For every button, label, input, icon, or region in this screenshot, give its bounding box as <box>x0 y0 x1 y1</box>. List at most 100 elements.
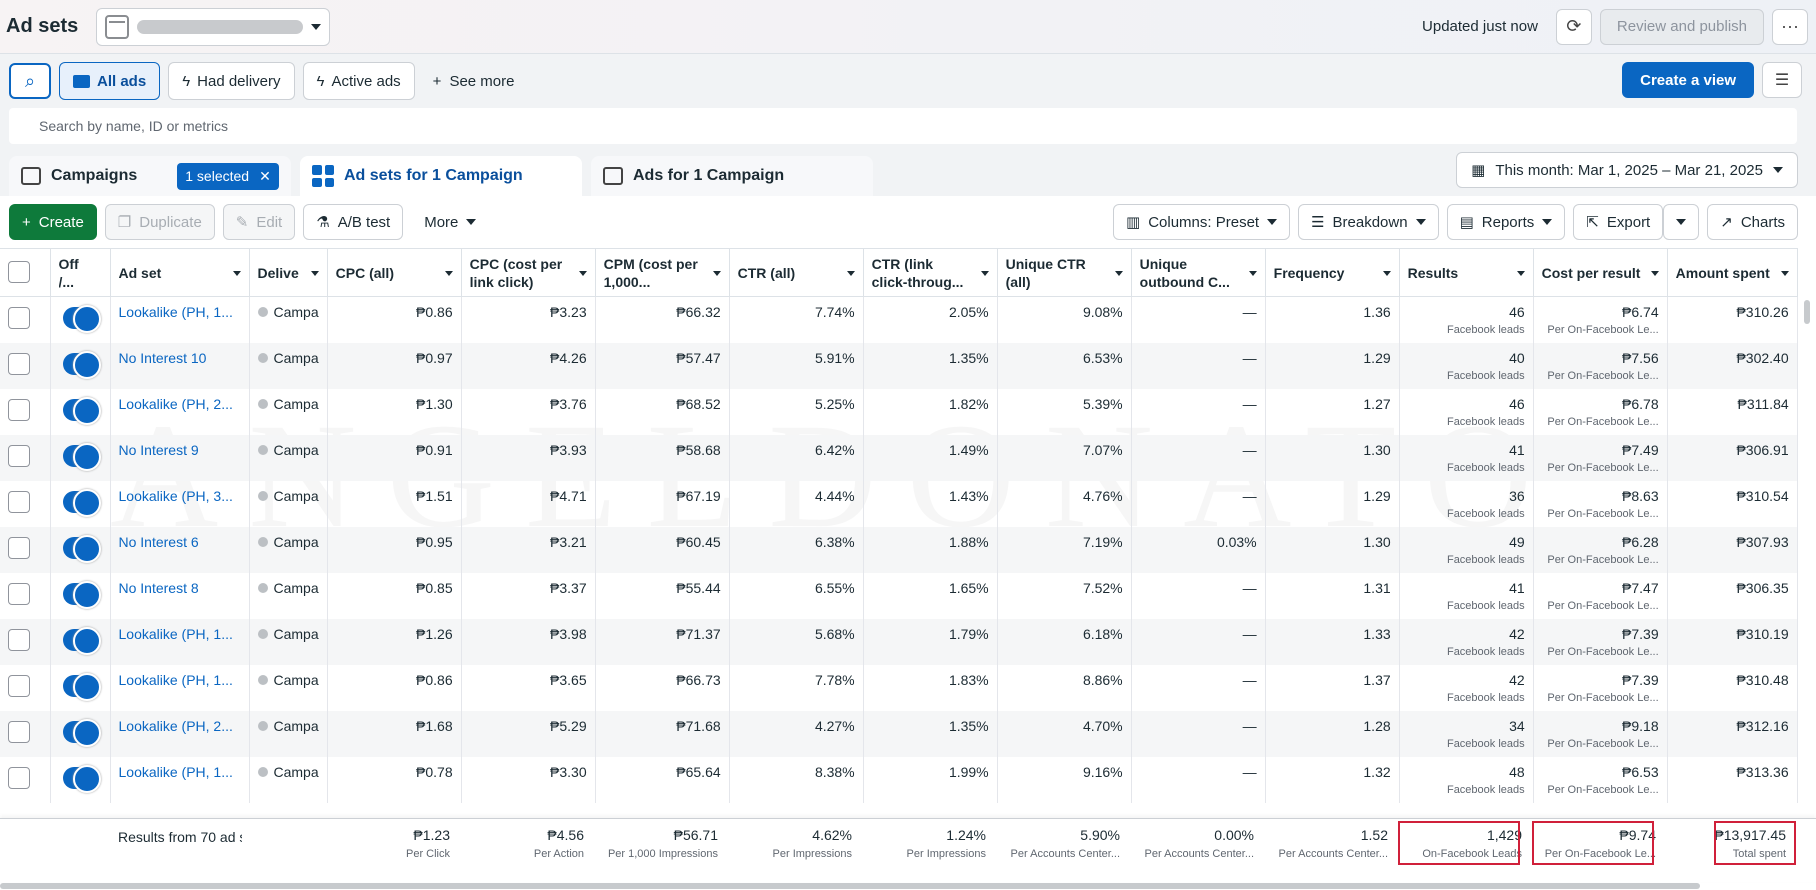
on-off-toggle[interactable] <box>62 764 101 793</box>
row-checkbox[interactable] <box>8 766 30 789</box>
adset-name-cell[interactable]: No Interest 9 <box>110 434 250 481</box>
toggle-cell[interactable] <box>50 480 111 527</box>
row-checkbox[interactable] <box>8 628 30 651</box>
export-dropdown[interactable] <box>1663 204 1700 240</box>
see-more-button[interactable]: + See more <box>433 73 515 90</box>
row-checkbox-cell[interactable] <box>0 572 51 619</box>
row-checkbox-cell[interactable] <box>0 388 51 435</box>
more-dropdown[interactable]: More <box>411 204 490 240</box>
on-off-toggle[interactable] <box>62 672 101 701</box>
table-row[interactable]: Lookalike (PH, 1... Campa ₱0.86 ₱3.65 ₱66.73… <box>0 664 1798 711</box>
export-button[interactable]: ⇱ Export <box>1573 204 1664 240</box>
vertical-scrollbar[interactable] <box>1804 300 1810 324</box>
customize-button[interactable]: ☰ <box>1762 62 1802 98</box>
on-off-toggle[interactable] <box>62 350 101 379</box>
filter-all-ads[interactable]: All ads <box>59 62 161 100</box>
review-publish-button[interactable]: Review and publish <box>1599 8 1764 45</box>
column-header[interactable]: CTR (link click-throug... <box>863 248 998 297</box>
row-checkbox[interactable] <box>8 582 30 605</box>
edit-button[interactable]: ✎ Edit <box>222 204 296 240</box>
table-row[interactable]: No Interest 8 Campa ₱0.85 ₱3.37 ₱55.44 6.55% 1… <box>0 572 1798 619</box>
adset-name-cell[interactable]: No Interest 8 <box>110 572 250 619</box>
charts-button[interactable]: ↗ Charts <box>1707 204 1798 240</box>
adset-name-cell[interactable]: Lookalike (PH, 2... <box>110 710 250 757</box>
date-range-picker[interactable]: ▦ This month: Mar 1, 2025 – Mar 21, 2025 <box>1456 152 1798 188</box>
breakdown-dropdown[interactable]: ☰ Breakdown <box>1298 204 1439 240</box>
table-row[interactable]: Lookalike (PH, 1... Campa ₱0.78 ₱3.30 ₱65.64… <box>0 756 1798 803</box>
toggle-cell[interactable] <box>50 618 111 665</box>
column-header[interactable]: CTR (all) <box>729 248 864 297</box>
search-button[interactable]: ⌕ <box>9 63 51 99</box>
row-checkbox-cell[interactable] <box>0 296 51 343</box>
adset-name-cell[interactable]: Lookalike (PH, 1... <box>110 664 250 711</box>
row-checkbox-cell[interactable] <box>0 664 51 711</box>
create-view-button[interactable]: Create a view <box>1622 62 1754 98</box>
on-off-toggle[interactable] <box>62 442 101 471</box>
toggle-cell[interactable] <box>50 526 111 573</box>
row-checkbox[interactable] <box>8 352 30 375</box>
row-checkbox[interactable] <box>8 307 30 329</box>
filter-active-ads[interactable]: ϟ Active ads <box>302 62 415 100</box>
search-input[interactable]: Search by name, ID or metrics <box>9 108 1797 144</box>
filter-had-delivery[interactable]: ϟ Had delivery <box>168 62 295 100</box>
column-header[interactable]: Delive <box>249 248 328 297</box>
create-button[interactable]: + Create <box>9 204 97 240</box>
select-all-checkbox[interactable] <box>8 261 30 283</box>
adset-name-cell[interactable]: Lookalike (PH, 2... <box>110 388 250 435</box>
table-row[interactable]: No Interest 10 Campa ₱0.97 ₱4.26 ₱57.47 5.91%… <box>0 342 1798 389</box>
toggle-cell[interactable] <box>50 710 111 757</box>
columns-dropdown[interactable]: ▥ Columns: Preset <box>1113 204 1291 240</box>
tab-campaigns[interactable]: Campaigns 1 selected ✕ <box>9 156 291 196</box>
on-off-toggle[interactable] <box>62 396 101 425</box>
table-row[interactable]: Lookalike (PH, 3... Campa ₱1.51 ₱4.71 ₱67.19… <box>0 480 1798 527</box>
adset-name-cell[interactable]: Lookalike (PH, 1... <box>110 618 250 665</box>
row-checkbox[interactable] <box>8 398 30 421</box>
column-header[interactable]: Cost per result <box>1533 248 1668 297</box>
on-off-toggle[interactable] <box>62 580 101 609</box>
select-all-header[interactable] <box>0 248 51 297</box>
on-off-toggle[interactable] <box>62 488 101 517</box>
refresh-button[interactable]: ⟳ <box>1555 8 1592 45</box>
tab-adsets[interactable]: Ad sets for 1 Campaign <box>300 156 582 196</box>
column-header[interactable]: Amount spent <box>1667 248 1798 297</box>
toggle-cell[interactable] <box>50 434 111 481</box>
table-row[interactable]: Lookalike (PH, 1... Campa ₱0.86 ₱3.23 ₱66.32… <box>0 296 1798 343</box>
table-row[interactable]: Lookalike (PH, 2... Campa ₱1.68 ₱5.29 ₱71.68… <box>0 710 1798 757</box>
row-checkbox[interactable] <box>8 536 30 559</box>
row-checkbox-cell[interactable] <box>0 480 51 527</box>
column-header[interactable]: Unique outbound C... <box>1131 248 1266 297</box>
on-off-toggle[interactable] <box>62 626 101 655</box>
duplicate-button[interactable]: ❐ Duplicate <box>104 204 215 240</box>
row-checkbox-cell[interactable] <box>0 342 51 389</box>
table-row[interactable]: No Interest 6 Campa ₱0.95 ₱3.21 ₱60.45 6.38% 1… <box>0 526 1798 573</box>
adset-name-cell[interactable]: No Interest 10 <box>110 342 250 389</box>
adset-name-cell[interactable]: No Interest 6 <box>110 526 250 573</box>
ab-test-button[interactable]: ⚗ A/B test <box>303 204 404 240</box>
adset-name-cell[interactable]: Lookalike (PH, 1... <box>110 756 250 803</box>
column-header[interactable]: CPM (cost per 1,000... <box>595 248 730 297</box>
more-options-button[interactable]: ··· <box>1772 8 1808 45</box>
row-checkbox[interactable] <box>8 674 30 697</box>
column-header[interactable]: CPC (all) <box>327 248 462 297</box>
row-checkbox[interactable] <box>8 720 30 743</box>
adset-name-cell[interactable]: Lookalike (PH, 3... <box>110 480 250 527</box>
tab-ads[interactable]: Ads for 1 Campaign <box>591 156 873 196</box>
row-checkbox-cell[interactable] <box>0 618 51 665</box>
column-header[interactable]: Ad set <box>110 248 250 297</box>
row-checkbox-cell[interactable] <box>0 756 51 803</box>
column-header[interactable]: Off /... <box>50 248 111 297</box>
account-selector[interactable] <box>96 7 331 46</box>
adset-name-cell[interactable]: Lookalike (PH, 1... <box>110 296 250 343</box>
selected-badge[interactable]: 1 selected ✕ <box>177 162 279 190</box>
toggle-cell[interactable] <box>50 296 111 343</box>
column-header[interactable]: CPC (cost per link click) <box>461 248 596 297</box>
reports-dropdown[interactable]: ▤ Reports <box>1446 204 1566 240</box>
table-row[interactable]: Lookalike (PH, 1... Campa ₱1.26 ₱3.98 ₱71.37… <box>0 618 1798 665</box>
toggle-cell[interactable] <box>50 388 111 435</box>
toggle-cell[interactable] <box>50 572 111 619</box>
row-checkbox-cell[interactable] <box>0 710 51 757</box>
row-checkbox[interactable] <box>8 490 30 513</box>
horizontal-scrollbar[interactable] <box>0 883 1700 889</box>
row-checkbox-cell[interactable] <box>0 526 51 573</box>
row-checkbox-cell[interactable] <box>0 434 51 481</box>
